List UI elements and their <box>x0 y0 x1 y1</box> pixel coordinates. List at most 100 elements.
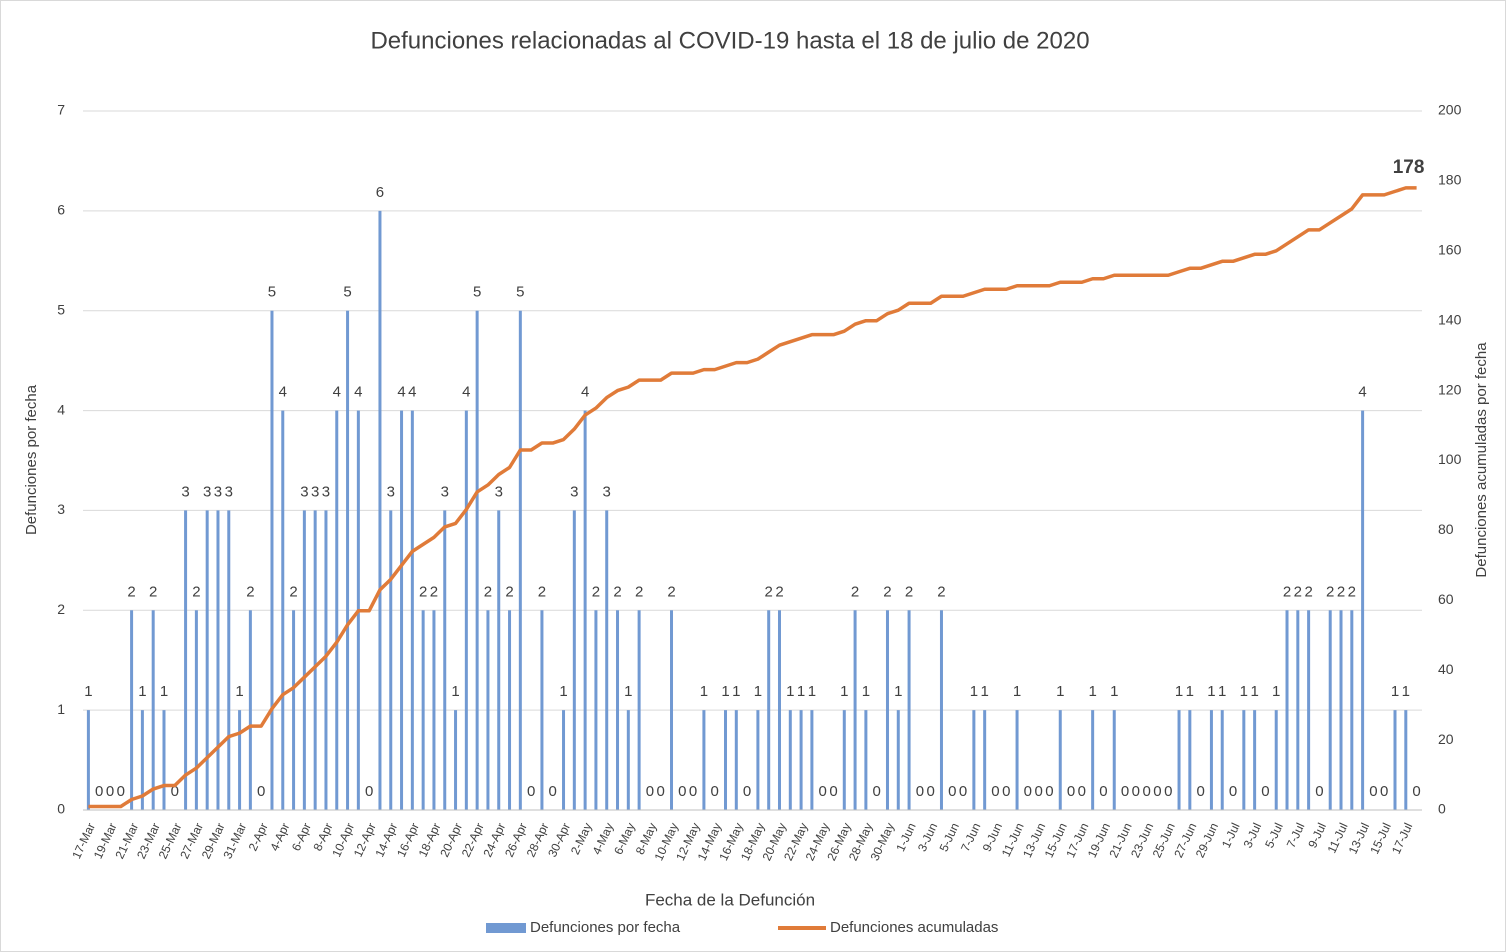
bar-value-label: 3 <box>322 483 330 500</box>
bar <box>184 510 188 810</box>
bar <box>788 710 792 810</box>
bar <box>313 510 317 810</box>
bar <box>626 710 630 810</box>
bar-value-label: 1 <box>1250 683 1258 700</box>
bar <box>1242 710 1246 810</box>
bar-value-label: 4 <box>581 384 589 401</box>
bar <box>281 410 285 810</box>
bar <box>572 510 576 810</box>
bar-value-label: 2 <box>851 583 859 600</box>
bar <box>896 710 900 810</box>
bar-value-label: 2 <box>246 583 254 600</box>
bar <box>1328 610 1332 810</box>
line-end-label: 178 <box>1393 157 1425 178</box>
bar-value-label: 3 <box>300 483 308 500</box>
bar <box>810 710 814 810</box>
legend-label: Defunciones por fecha <box>530 919 681 936</box>
y-tick-label: 6 <box>57 202 65 218</box>
bar-value-label: 0 <box>1380 783 1388 800</box>
bar-value-label: 0 <box>171 783 179 800</box>
bar <box>939 610 943 810</box>
bar <box>1296 610 1300 810</box>
bar-value-label: 0 <box>959 783 967 800</box>
bar-value-label: 3 <box>181 483 189 500</box>
bar <box>540 610 544 810</box>
y-tick-label: 4 <box>57 401 65 417</box>
bar-value-label: 0 <box>1229 783 1237 800</box>
bar <box>983 710 987 810</box>
bar-value-label: 1 <box>721 683 729 700</box>
bar-value-label: 1 <box>862 683 870 700</box>
y2-tick-label: 80 <box>1438 521 1454 537</box>
bar-value-label: 0 <box>1002 783 1010 800</box>
bar-value-label: 2 <box>505 583 513 600</box>
y-tick-label: 2 <box>57 601 65 617</box>
bar-value-label: 1 <box>235 683 243 700</box>
bar-value-label: 5 <box>473 284 481 301</box>
bar <box>486 610 490 810</box>
bar <box>907 610 911 810</box>
bar <box>140 710 144 810</box>
bar <box>799 710 803 810</box>
bar-value-label: 4 <box>333 384 341 401</box>
bar <box>270 310 274 810</box>
bar-value-label: 2 <box>430 583 438 600</box>
bar-value-label: 2 <box>1294 583 1302 600</box>
bar-value-label: 2 <box>765 583 773 600</box>
bar-value-label: 2 <box>419 583 427 600</box>
bar-value-label: 0 <box>1078 783 1086 800</box>
bar-value-label: 2 <box>289 583 297 600</box>
bar-value-label: 1 <box>808 683 816 700</box>
bar-value-label: 2 <box>149 583 157 600</box>
bar-value-label: 0 <box>1024 783 1032 800</box>
bar <box>670 610 674 810</box>
bar-value-label: 4 <box>1358 384 1366 401</box>
bar <box>464 410 468 810</box>
bar-value-label: 4 <box>408 384 416 401</box>
bar-value-label: 5 <box>343 284 351 301</box>
bar-value-label: 0 <box>365 783 373 800</box>
bar <box>724 710 728 810</box>
bar-value-label: 0 <box>549 783 557 800</box>
bar-value-label: 0 <box>1196 783 1204 800</box>
bar <box>1177 710 1181 810</box>
bar-value-label: 0 <box>257 783 265 800</box>
bar-value-label: 1 <box>84 683 92 700</box>
bar-value-label: 0 <box>927 783 935 800</box>
bar <box>1393 710 1397 810</box>
bar-value-label: 2 <box>484 583 492 600</box>
bar-value-label: 0 <box>1412 783 1420 800</box>
bar-value-label: 0 <box>95 783 103 800</box>
bar-value-label: 0 <box>106 783 114 800</box>
bar-value-label: 0 <box>711 783 719 800</box>
y2-tick-label: 0 <box>1438 801 1446 817</box>
bar <box>1404 710 1408 810</box>
bar <box>777 610 781 810</box>
bar <box>454 710 458 810</box>
bar-value-label: 2 <box>937 583 945 600</box>
bar <box>518 310 522 810</box>
legend-swatch <box>486 923 526 933</box>
x-axis-title: Fecha de la Defunción <box>645 890 815 909</box>
bar <box>1015 710 1019 810</box>
bar <box>421 610 425 810</box>
bar <box>842 710 846 810</box>
y-axis-title: Defunciones por fecha <box>23 384 40 535</box>
bar-value-label: 0 <box>991 783 999 800</box>
bar-value-label: 0 <box>1142 783 1150 800</box>
bar-value-label: 1 <box>754 683 762 700</box>
y-tick-label: 3 <box>57 501 65 517</box>
bar <box>443 510 447 810</box>
bar-value-label: 1 <box>160 683 168 700</box>
bar-value-label: 0 <box>689 783 697 800</box>
bar-value-label: 0 <box>678 783 686 800</box>
bar-value-label: 0 <box>117 783 125 800</box>
y2-tick-label: 100 <box>1438 451 1462 467</box>
bar-value-label: 1 <box>559 683 567 700</box>
bar-value-label: 3 <box>495 483 503 500</box>
bar-value-label: 2 <box>1337 583 1345 600</box>
bar <box>292 610 296 810</box>
bar <box>151 610 155 810</box>
bar-value-label: 3 <box>225 483 233 500</box>
